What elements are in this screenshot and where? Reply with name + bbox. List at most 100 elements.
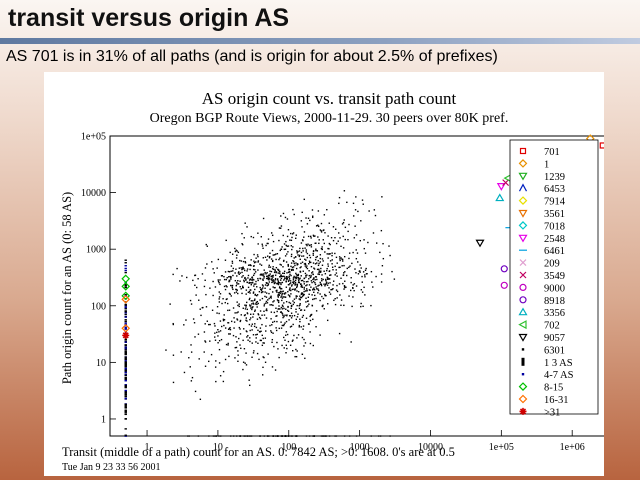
cloud-point bbox=[262, 287, 264, 289]
cloud-point bbox=[382, 242, 384, 245]
cloud-point bbox=[249, 297, 251, 300]
cloud-point bbox=[286, 245, 288, 247]
cloud-point bbox=[259, 331, 261, 333]
cloud-point bbox=[279, 290, 282, 293]
cloud-point bbox=[262, 279, 264, 281]
cloud-point bbox=[255, 261, 257, 263]
cloud-point bbox=[236, 435, 238, 437]
zero-transit-point bbox=[124, 385, 127, 388]
cloud-point bbox=[263, 303, 266, 305]
cloud-point bbox=[258, 290, 261, 293]
zero-transit-point bbox=[124, 307, 127, 310]
cloud-point bbox=[209, 340, 211, 342]
cloud-point bbox=[373, 209, 376, 211]
cloud-point bbox=[246, 270, 248, 272]
cloud-point bbox=[254, 271, 257, 273]
cloud-point bbox=[355, 285, 358, 287]
cloud-point bbox=[328, 270, 331, 272]
cloud-point bbox=[270, 275, 273, 278]
cloud-point bbox=[272, 286, 274, 288]
zero-transit-point bbox=[124, 294, 127, 296]
cloud-point bbox=[216, 267, 218, 269]
cloud-point bbox=[255, 301, 258, 304]
cloud-point bbox=[281, 295, 283, 297]
cloud-point bbox=[241, 276, 243, 278]
cloud-point bbox=[340, 277, 342, 279]
cloud-point bbox=[265, 273, 267, 275]
cloud-point bbox=[276, 279, 279, 281]
cloud-point bbox=[338, 196, 341, 199]
cloud-point bbox=[357, 210, 359, 213]
cloud-point bbox=[257, 279, 259, 282]
cloud-point bbox=[295, 348, 297, 351]
cloud-point bbox=[239, 286, 241, 288]
cloud-point bbox=[324, 435, 327, 437]
cloud-point bbox=[361, 291, 364, 293]
cloud-point bbox=[297, 278, 300, 280]
cloud-point bbox=[268, 279, 270, 281]
cloud-point bbox=[237, 272, 240, 274]
cloud-point bbox=[374, 214, 377, 217]
cloud-point bbox=[244, 308, 247, 310]
cloud-point bbox=[315, 297, 317, 300]
cloud-point bbox=[284, 255, 287, 257]
cloud-point bbox=[257, 314, 260, 316]
cloud-point bbox=[274, 369, 277, 371]
cloud-point bbox=[273, 300, 275, 302]
cloud-point bbox=[351, 262, 353, 265]
cloud-point bbox=[237, 354, 239, 356]
cloud-point bbox=[370, 304, 372, 307]
cloud-point bbox=[266, 284, 268, 287]
cloud-point bbox=[343, 190, 346, 192]
cloud-point bbox=[189, 366, 191, 368]
cloud-point bbox=[252, 300, 254, 302]
cloud-point bbox=[220, 338, 223, 341]
cloud-point bbox=[257, 302, 259, 305]
legend-label: 7018 bbox=[544, 221, 565, 232]
cloud-point bbox=[298, 278, 301, 280]
data-point bbox=[121, 282, 131, 291]
cloud-point bbox=[277, 348, 279, 350]
cloud-point bbox=[287, 294, 290, 296]
cloud-point bbox=[217, 280, 220, 283]
cloud-point bbox=[247, 264, 250, 266]
cloud-point bbox=[321, 264, 324, 266]
cloud-point bbox=[290, 268, 293, 271]
cloud-point bbox=[243, 280, 245, 283]
cloud-point bbox=[364, 294, 366, 296]
cloud-point bbox=[231, 260, 234, 263]
cloud-point bbox=[268, 297, 270, 300]
cloud-point bbox=[340, 245, 342, 248]
cloud-point bbox=[281, 291, 283, 293]
cloud-point bbox=[363, 239, 365, 241]
cloud-point bbox=[362, 203, 364, 205]
cloud-point bbox=[265, 244, 267, 247]
cloud-point bbox=[352, 215, 355, 217]
cloud-point bbox=[270, 311, 273, 313]
cloud-point bbox=[302, 325, 305, 327]
cloud-point bbox=[214, 435, 216, 437]
cloud-point bbox=[218, 298, 220, 300]
cloud-point bbox=[319, 283, 322, 285]
cloud-point bbox=[293, 213, 295, 216]
cloud-point bbox=[329, 293, 332, 295]
cloud-point bbox=[327, 278, 329, 280]
cloud-point bbox=[360, 220, 362, 222]
zero-transit-point bbox=[124, 378, 127, 380]
cloud-point bbox=[284, 248, 287, 250]
cloud-point bbox=[271, 279, 273, 281]
cloud-point bbox=[288, 295, 291, 297]
cloud-point bbox=[271, 260, 274, 263]
cloud-point bbox=[324, 283, 327, 286]
cloud-point bbox=[295, 267, 298, 270]
cloud-point bbox=[248, 290, 251, 293]
cloud-point bbox=[218, 362, 221, 364]
cloud-point bbox=[287, 435, 289, 437]
cloud-point bbox=[252, 292, 255, 294]
cloud-point bbox=[323, 242, 325, 245]
cloud-point bbox=[235, 284, 238, 287]
cloud-point bbox=[229, 293, 231, 295]
cloud-point bbox=[298, 307, 301, 310]
y-tick-label: 1 bbox=[101, 414, 106, 425]
cloud-point bbox=[312, 252, 314, 255]
